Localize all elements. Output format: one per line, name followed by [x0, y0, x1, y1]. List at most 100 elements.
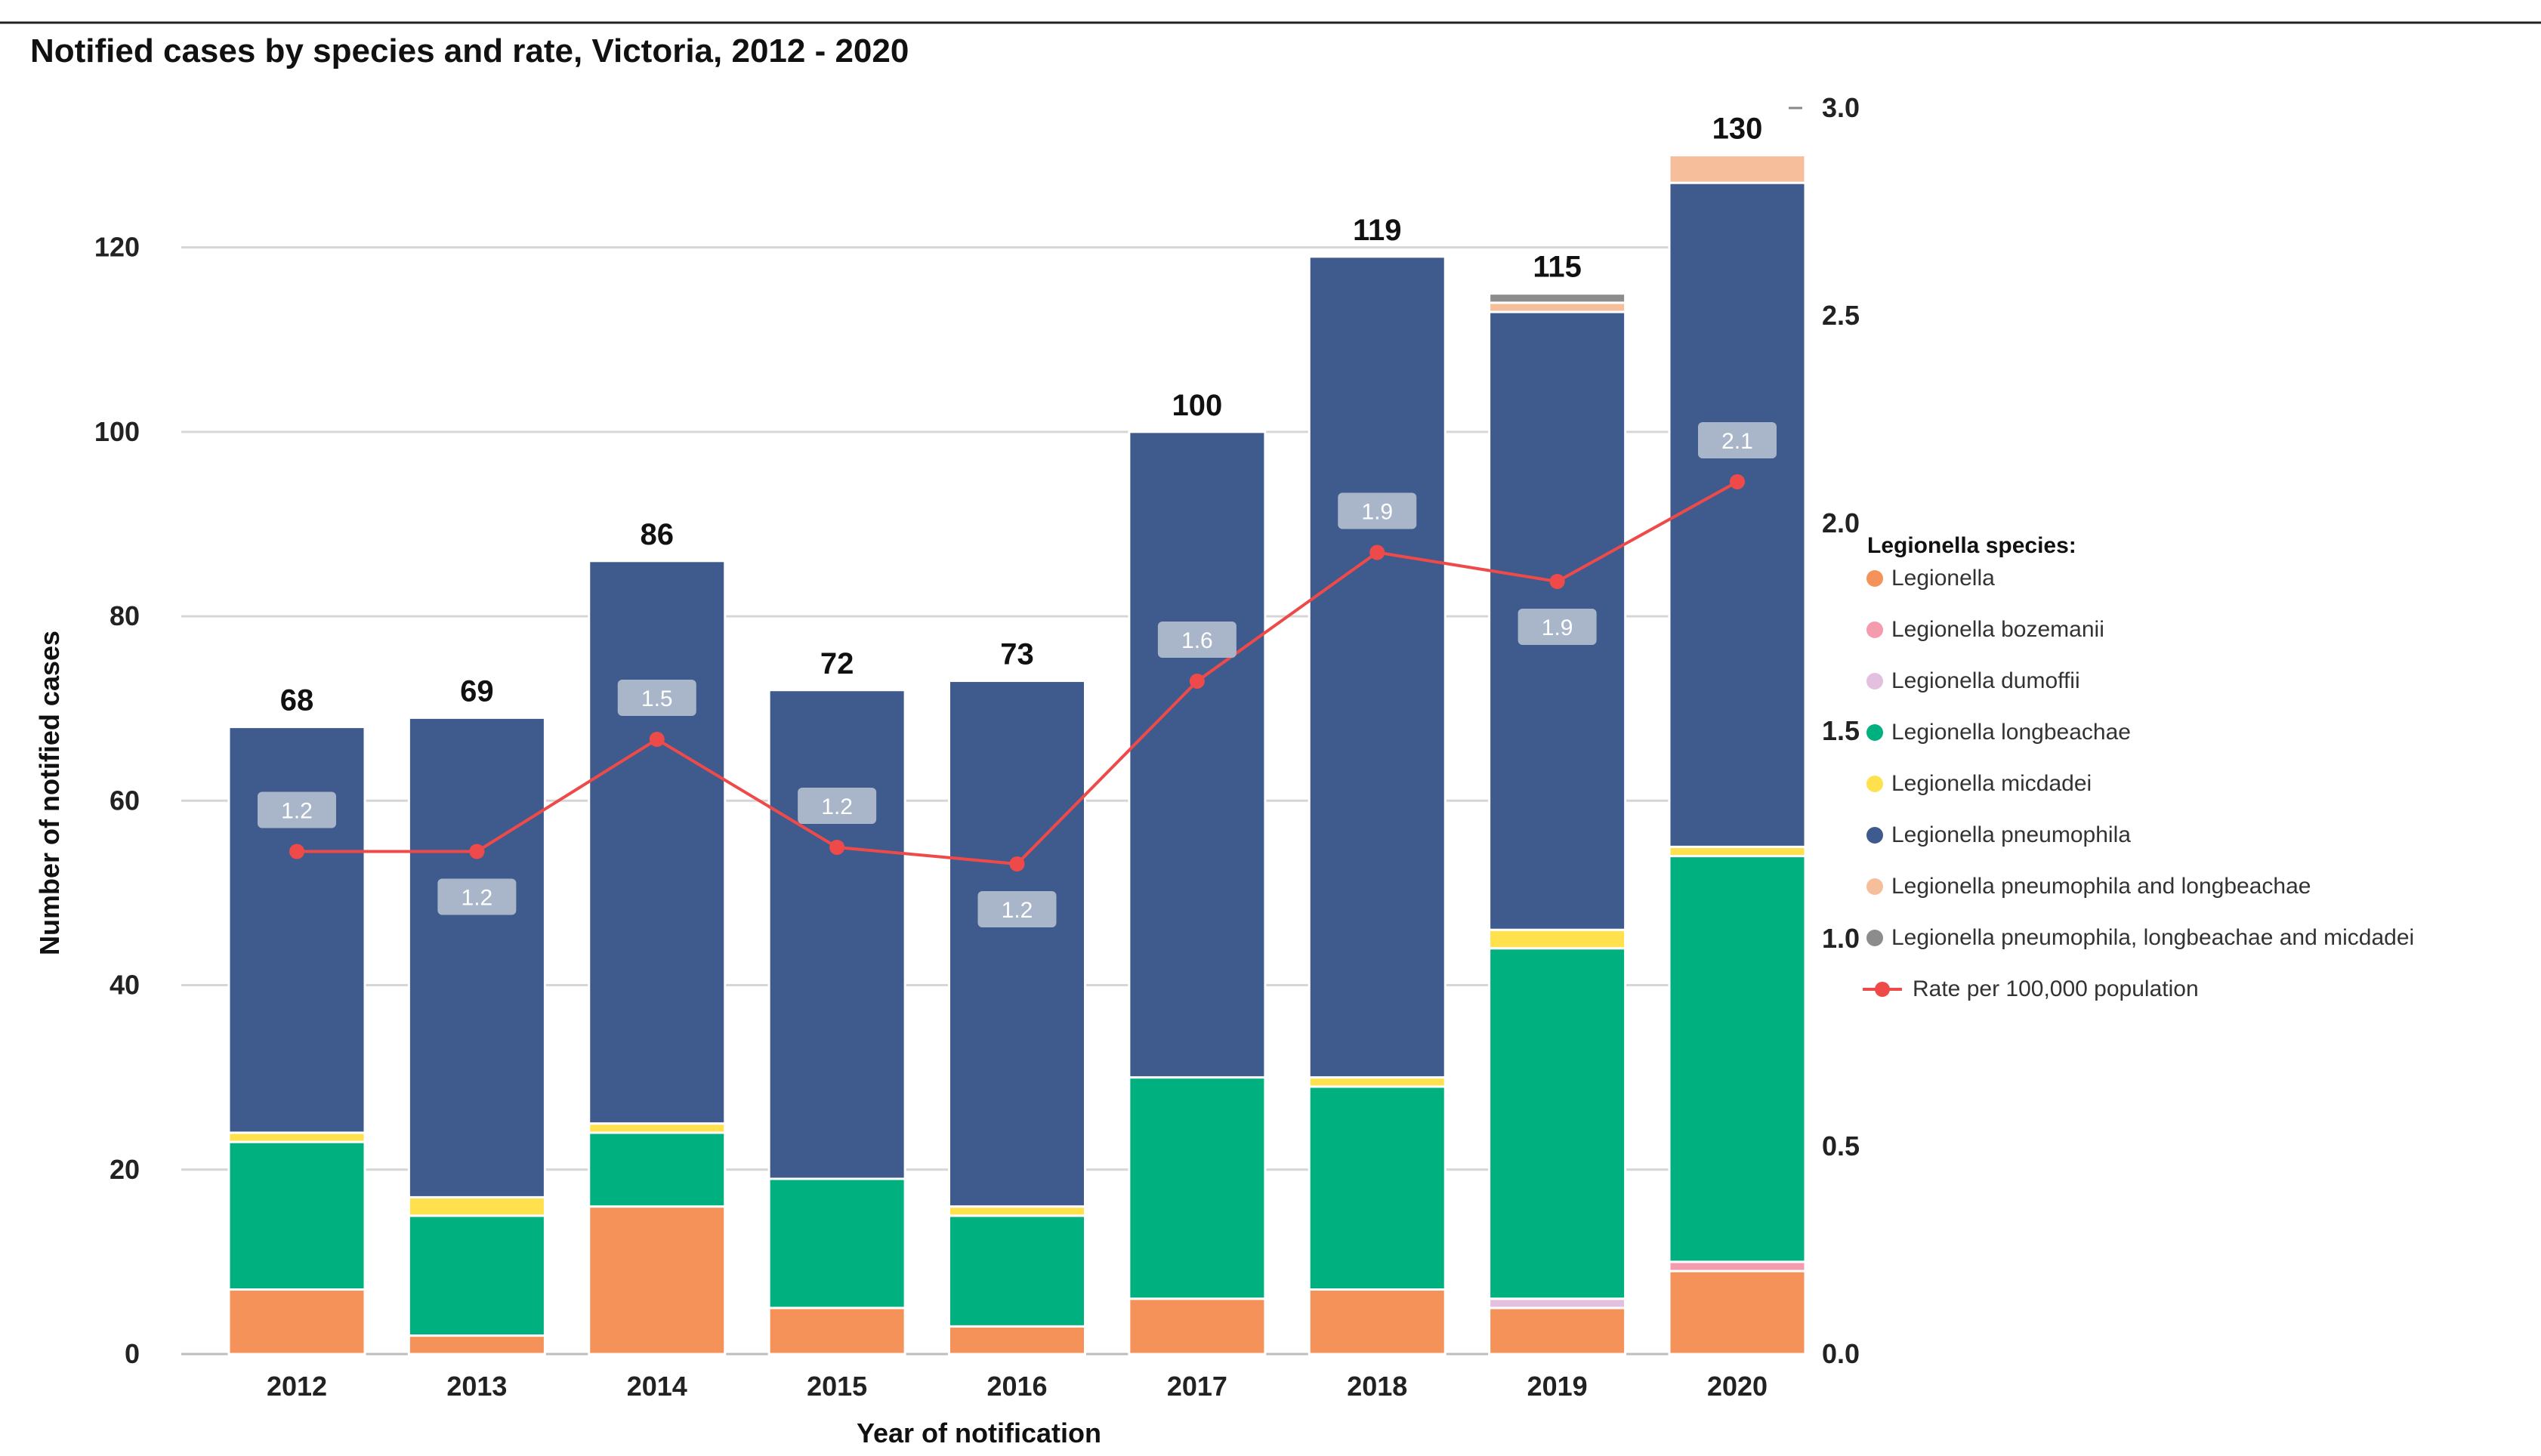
y-tick-label: 40 — [110, 970, 140, 1001]
bar-total-label: 119 — [1353, 214, 1402, 247]
bar-segment — [227, 1140, 366, 1291]
bar-total-label: 100 — [1172, 389, 1223, 422]
legend-entry: Legionella bozemanii — [1891, 617, 2104, 642]
legend-swatch — [1866, 570, 1883, 587]
y-axis-label: Number of notified cases — [34, 631, 65, 955]
rate-point — [289, 844, 304, 859]
y2-tick-label: 2.0 — [1822, 507, 1860, 538]
bars — [227, 153, 1807, 1356]
bar-total-label: 72 — [820, 647, 854, 680]
legend-entry: Legionella — [1891, 566, 1995, 591]
rate-label-box — [977, 891, 1057, 927]
bar-segment — [588, 1205, 727, 1356]
bar-totals: 68 69 86 72 73 100 119 115 130 — [280, 112, 1763, 717]
legend-entry: Legionella pneumophila and longbeachae — [1891, 874, 2311, 899]
bar-segment — [588, 1122, 727, 1134]
bar-segment — [767, 689, 906, 1180]
bar-segment — [588, 560, 727, 1125]
x-axis: 2012 2013 2014 2015 2016 2017 2018 2019 2020 — [267, 1371, 1768, 1402]
bar-segment — [227, 1131, 366, 1143]
bar-total-label: 115 — [1533, 251, 1582, 284]
y2-tick-label: 2.5 — [1822, 300, 1860, 331]
y2-tick-label: 0.5 — [1822, 1131, 1860, 1161]
bar-segment — [1668, 1269, 1807, 1356]
y-tick-label: 100 — [94, 416, 140, 447]
bar-segment — [767, 1306, 906, 1356]
legend-swatch — [1866, 827, 1883, 844]
legend-swatch — [1866, 673, 1883, 689]
y2-tick-label: 1.0 — [1822, 923, 1860, 954]
rate-data-label: 1.5 — [641, 686, 673, 711]
y-tick-label: 0 — [125, 1338, 140, 1369]
rate-data-label: 1.2 — [1002, 898, 1033, 923]
legend-entry: Legionella longbeachae — [1891, 720, 2131, 745]
bar-total-label: 130 — [1712, 112, 1763, 145]
bar-segment — [1668, 153, 1807, 184]
rate-label-box — [798, 788, 877, 824]
y-tick-label: 20 — [110, 1154, 140, 1185]
rate-point — [649, 732, 665, 747]
bar-segment — [1668, 845, 1807, 858]
legend-entry: Legionella pneumophila — [1891, 822, 2131, 847]
legend-entry: Legionella dumoffii — [1891, 668, 2080, 693]
bar-segment — [1488, 928, 1627, 950]
bar-segment — [1308, 255, 1446, 1079]
bar-segment — [1668, 1260, 1807, 1272]
rate-label-box — [1517, 609, 1597, 645]
legend-title: Legionella species: — [1867, 533, 2076, 558]
bar-total-label: 69 — [460, 674, 494, 708]
bar-segment — [1128, 430, 1267, 1079]
rate-line: 1.2 1.2 1.5 1.2 1.2 1.6 1.9 1.9 2.1 — [258, 422, 1777, 927]
chart-title: Notified cases by species and rate, Vict… — [30, 32, 909, 69]
legend-entry: Legionella micdadei — [1891, 771, 2092, 796]
bar-total-label: 86 — [641, 518, 675, 551]
rate-point — [1369, 544, 1385, 560]
x-tick-label: 2013 — [446, 1371, 507, 1402]
legend: Legionella species: Legionella Legionella… — [1863, 533, 2414, 1001]
bar-segment — [1488, 301, 1627, 313]
x-tick-label: 2015 — [807, 1371, 867, 1402]
y-axis: 0 20 40 60 80 100 120 — [94, 232, 140, 1369]
legend-entry: Legionella pneumophila, longbeachae and … — [1891, 925, 2414, 950]
rate-label-box — [258, 791, 336, 828]
rate-point — [469, 844, 485, 859]
y-tick-label: 120 — [94, 232, 140, 263]
legend-swatch — [1866, 878, 1883, 895]
rate-data-label: 1.9 — [1542, 615, 1573, 640]
bar-segment — [227, 726, 366, 1134]
rate-data-label: 1.9 — [1361, 500, 1393, 525]
x-tick-label: 2014 — [627, 1371, 687, 1402]
rate-data-label: 1.2 — [821, 794, 853, 819]
rate-label-box — [1157, 622, 1237, 658]
rate-point — [1009, 856, 1025, 871]
rate-label-box — [1698, 422, 1777, 458]
legend-swatch — [1866, 930, 1883, 946]
bar-segment — [407, 1214, 546, 1337]
rate-point — [1549, 574, 1565, 589]
rate-data-label: 1.2 — [462, 886, 493, 911]
rate-data-label: 2.1 — [1721, 429, 1753, 454]
rate-point — [829, 840, 845, 855]
bar-segment — [1488, 292, 1627, 304]
bar-segment — [407, 1334, 546, 1356]
legend-swatch — [1866, 622, 1883, 638]
bar-segment — [1308, 1076, 1446, 1088]
bar-segment — [767, 1177, 906, 1309]
rate-point — [1730, 474, 1745, 489]
x-tick-label: 2017 — [1167, 1371, 1227, 1402]
rate-data-label: 1.2 — [281, 799, 313, 824]
x-tick-label: 2020 — [1707, 1371, 1768, 1402]
legend-entry-rate: Rate per 100,000 population — [1913, 976, 2199, 1001]
bar-segment — [1488, 1306, 1627, 1356]
bar-segment — [1488, 1297, 1627, 1309]
bar-segment — [1128, 1076, 1267, 1300]
bar-segment — [948, 1205, 1086, 1217]
y-tick-label: 60 — [110, 785, 140, 816]
bar-segment — [1128, 1297, 1267, 1356]
legend-swatch — [1866, 776, 1883, 792]
y2-tick-label: 0.0 — [1822, 1338, 1860, 1369]
bar-segment — [407, 1195, 546, 1217]
bar-segment — [1668, 855, 1807, 1263]
rate-label-box — [1338, 492, 1417, 529]
